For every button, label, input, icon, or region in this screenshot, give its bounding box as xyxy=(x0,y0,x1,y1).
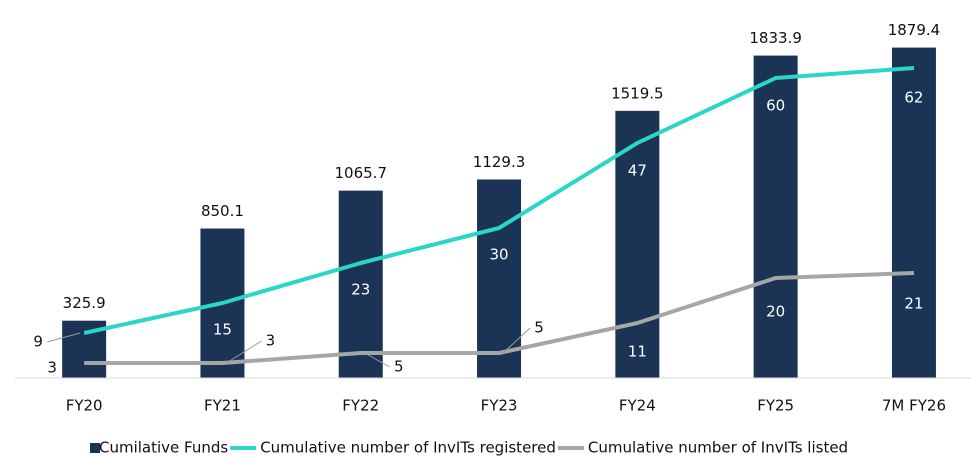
line-value-label: 23 xyxy=(351,281,370,299)
leader-line xyxy=(226,340,262,364)
line xyxy=(84,271,915,365)
bar xyxy=(753,55,798,378)
x-tick-label: FY20 xyxy=(66,397,103,415)
leader-line xyxy=(47,332,81,343)
line xyxy=(83,66,915,335)
x-tick-label: FY24 xyxy=(619,397,656,415)
bar-value-label: 1129.3 xyxy=(473,153,526,171)
leader-line xyxy=(502,327,531,354)
x-tick-label: 7M FY26 xyxy=(882,397,946,415)
bar xyxy=(338,190,383,378)
line-value-label: 21 xyxy=(904,295,923,313)
line-value-label: 20 xyxy=(766,303,785,321)
bar xyxy=(615,110,660,378)
line-value-label: 9 xyxy=(33,333,43,351)
line-value-label: 15 xyxy=(213,321,232,339)
line-value-label: 5 xyxy=(534,319,544,337)
bar-value-label: 850.1 xyxy=(201,202,244,220)
bar-value-label: 325.9 xyxy=(63,294,106,312)
line-value-label: 30 xyxy=(490,246,509,264)
bar-value-label: 1065.7 xyxy=(335,164,388,182)
legend-swatch xyxy=(90,443,100,453)
line-value-label: 3 xyxy=(266,332,276,350)
legend: Cumilative Funds Cumulative number of Inv… xyxy=(90,439,848,457)
line-value-label: 5 xyxy=(394,358,404,376)
legend-label: Cumulative number of InvITs listed xyxy=(588,439,848,457)
leader-line xyxy=(364,352,390,368)
line-value-label: 11 xyxy=(628,343,647,361)
x-tick-label: FY23 xyxy=(481,397,518,415)
bar-value-label: 1519.5 xyxy=(611,84,664,102)
line-value-label: 47 xyxy=(628,162,647,180)
legend-label: Cumulative number of InvITs registered xyxy=(260,439,556,457)
bar-value-label: 1833.9 xyxy=(749,29,802,47)
x-tick-label: FY21 xyxy=(204,397,241,415)
line-value-label: 60 xyxy=(766,97,785,115)
legend-label: Cumilative Funds xyxy=(99,439,228,457)
line-value-label: 62 xyxy=(904,89,923,107)
x-tick-label: FY25 xyxy=(757,397,794,415)
x-tick-label: FY22 xyxy=(342,397,379,415)
bar-value-label: 1879.4 xyxy=(888,21,941,39)
line-value-label: 3 xyxy=(47,359,57,377)
bar xyxy=(477,179,522,378)
bar xyxy=(891,47,936,378)
